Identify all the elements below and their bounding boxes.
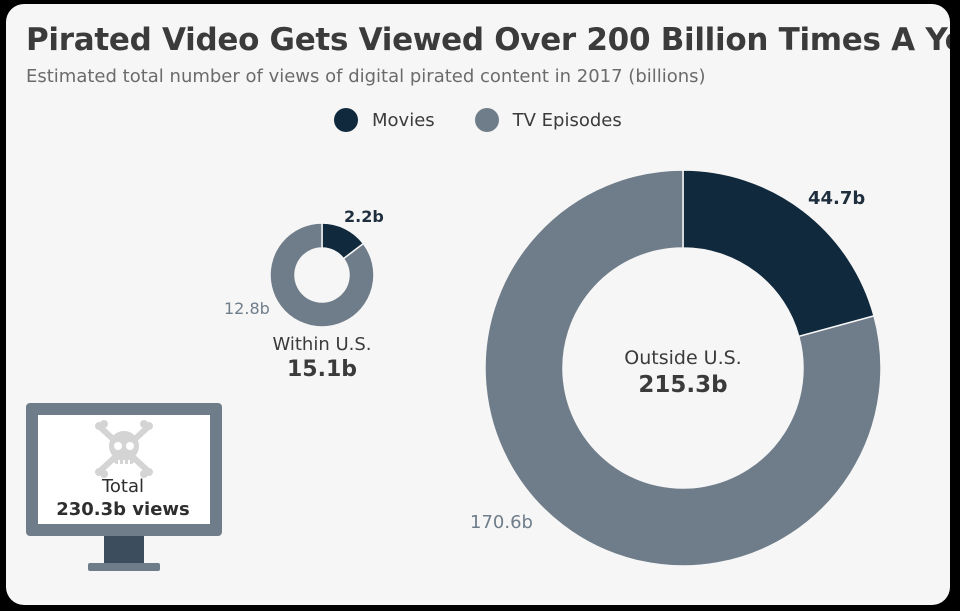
label-outside-us-tv-episodes: 170.6b <box>470 512 533 533</box>
label-within-us-tv-episodes: 12.8b <box>224 299 270 318</box>
legend-swatch-movies <box>334 108 358 132</box>
legend-item-movies: Movies <box>334 108 435 132</box>
legend-swatch-tv-episodes <box>474 108 499 132</box>
slice-within-us-tv-episodes <box>269 222 375 328</box>
slice-outside-us-tv-episodes <box>484 169 882 567</box>
slice-outside-us-movies <box>682 169 875 338</box>
total-text: Total 230.3b views <box>38 476 208 520</box>
monitor-neck <box>104 536 144 564</box>
total-label: Total <box>101 476 145 497</box>
donut-name-within-us: Within U.S. <box>272 334 371 355</box>
donut-total-outside-us: 215.3b <box>638 372 727 398</box>
legend: Movies TV Episodes <box>334 108 662 132</box>
donut-outside-us <box>484 169 882 567</box>
chart-title: Pirated Video Gets Viewed Over 200 Billi… <box>26 22 950 58</box>
legend-item-tv-episodes: TV Episodes <box>474 108 622 132</box>
donut-name-outside-us: Outside U.S. <box>624 347 741 369</box>
donut-total-within-us: 15.1b <box>287 357 357 382</box>
donut-within-us <box>269 222 375 328</box>
label-outside-us-movies: 44.7b <box>808 188 865 209</box>
chart-subtitle: Estimated total number of views of digit… <box>26 66 706 87</box>
monitor-stand <box>88 563 160 571</box>
legend-label-tv-episodes: TV Episodes <box>512 109 622 131</box>
skull-crossbones-icon <box>95 420 153 478</box>
label-within-us-movies: 2.2b <box>344 207 384 226</box>
monitor-graphic <box>26 403 222 571</box>
total-value: 230.3b views <box>56 499 190 520</box>
legend-label-movies: Movies <box>372 109 435 131</box>
